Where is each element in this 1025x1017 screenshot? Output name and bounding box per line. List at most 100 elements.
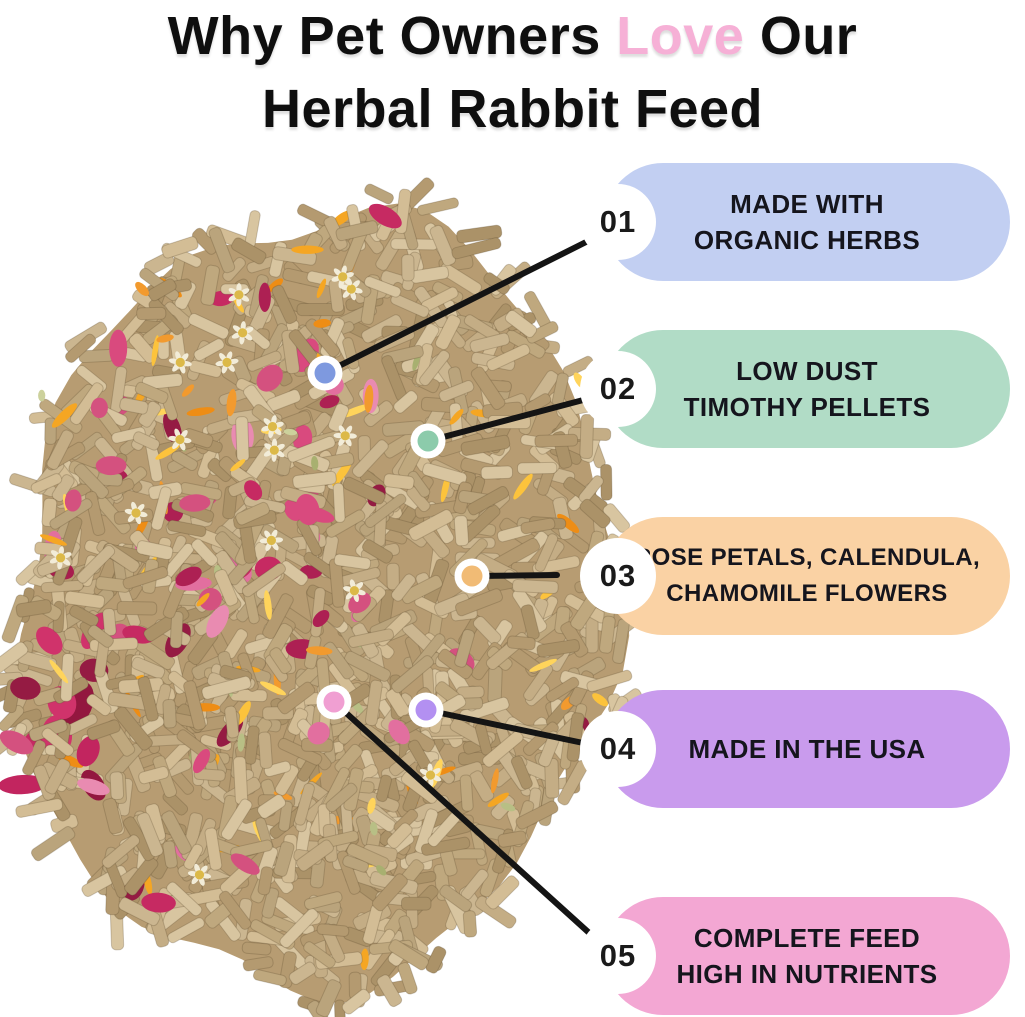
rose-petal <box>307 721 330 745</box>
pellet <box>44 758 71 795</box>
rose-petal <box>10 676 41 700</box>
chamomile-flower <box>263 438 285 462</box>
pellet <box>246 350 282 372</box>
pellet <box>364 493 407 528</box>
callout-number-bite <box>580 538 656 614</box>
pellet <box>136 306 167 321</box>
calendula-petal <box>557 513 580 533</box>
rose-petal <box>258 282 271 313</box>
callout-label-line: TIMOTHY PELLETS <box>683 392 931 422</box>
pellet <box>425 945 447 974</box>
pellet <box>193 338 225 362</box>
herb-bit <box>237 733 245 752</box>
pellet <box>224 705 240 739</box>
callout-number: 04 <box>599 731 637 766</box>
callout-number: 02 <box>599 371 637 406</box>
pellet <box>231 237 267 265</box>
herb-bit <box>283 428 298 436</box>
pellet <box>454 628 475 668</box>
pellet <box>162 698 177 729</box>
pellet <box>391 655 435 694</box>
pellet <box>167 917 205 944</box>
calendula-petal <box>267 278 284 293</box>
chamomile-center <box>266 535 276 545</box>
pellet <box>459 774 474 812</box>
chamomile-flower <box>343 579 366 603</box>
pellet <box>294 782 315 826</box>
pellet <box>0 641 29 674</box>
rose-petal <box>192 748 211 774</box>
chamomile-flower <box>231 321 254 345</box>
pellet <box>214 568 239 607</box>
pellet <box>286 435 336 463</box>
pellet <box>408 509 454 541</box>
callout-label-line: ROSE PETALS, CALENDULA, <box>633 544 981 571</box>
rose-bloom <box>0 774 47 795</box>
pellet <box>65 333 97 363</box>
pellet <box>401 254 415 282</box>
pellet <box>278 800 293 832</box>
pellet <box>472 616 502 645</box>
pellet <box>532 555 581 576</box>
title-line-2: Herbal Rabbit Feed <box>261 79 764 139</box>
rose-petal <box>295 493 320 526</box>
pellet <box>579 414 595 460</box>
pellet <box>131 656 166 680</box>
pellet <box>86 719 121 741</box>
pellet <box>191 538 219 567</box>
chamomile-flower <box>259 529 284 552</box>
pellet <box>536 639 581 658</box>
pellet <box>273 841 295 877</box>
callout-1: MADE WITH ORGANIC HERBS 01 <box>580 163 1010 281</box>
calendula-petal <box>181 384 195 397</box>
pellet <box>262 593 294 640</box>
calendula-petal <box>264 590 272 620</box>
pellet <box>136 812 164 858</box>
calendula-petal <box>226 388 237 417</box>
pellet <box>118 897 161 927</box>
herb-bit <box>311 456 319 471</box>
pellet <box>76 544 116 584</box>
chamomile-center <box>267 422 278 432</box>
pellet <box>274 764 300 796</box>
pellet <box>242 956 274 972</box>
callout-pill-2: LOW DUST TIMOTHY PELLETS <box>604 330 1010 448</box>
pellet <box>235 416 250 462</box>
pellet <box>386 562 400 591</box>
pellet <box>397 962 418 995</box>
pellet <box>376 974 403 1008</box>
pellet <box>454 588 503 617</box>
pellet <box>166 881 203 917</box>
pellet <box>362 539 394 564</box>
pellet <box>102 608 117 637</box>
pellet <box>520 517 556 535</box>
pellet <box>73 463 110 500</box>
calendula-petal <box>513 473 533 500</box>
calendula-petal <box>230 459 246 472</box>
pellet <box>327 403 350 433</box>
callout-number: 05 <box>599 938 637 973</box>
pellet <box>30 473 63 494</box>
pellet <box>393 390 419 414</box>
pellet <box>193 768 226 782</box>
pellet <box>391 573 417 602</box>
calendula-petal <box>196 592 210 607</box>
pellet <box>170 449 199 472</box>
pellet <box>95 495 131 535</box>
pellet <box>520 604 540 641</box>
pellet <box>204 827 223 871</box>
pellet <box>364 183 394 205</box>
callout-3: ROSE PETALS, CALENDULA, CHAMOMILE FLOWER… <box>580 517 1010 635</box>
pellet <box>416 197 459 216</box>
pellet <box>134 381 169 404</box>
pellet <box>421 462 468 486</box>
pellet <box>257 794 287 819</box>
rose-petal <box>179 494 211 512</box>
pellet <box>167 519 207 538</box>
pellet <box>183 680 206 731</box>
callout-5: COMPLETE FEED HIGH IN NUTRIENTS 05 <box>580 897 1010 1015</box>
callout-pill-1: MADE WITH ORGANIC HERBS <box>604 163 1010 281</box>
callout-pill-4: MADE IN THE USA <box>604 690 1010 808</box>
pellet <box>332 482 346 523</box>
calendula-petal <box>360 948 369 971</box>
